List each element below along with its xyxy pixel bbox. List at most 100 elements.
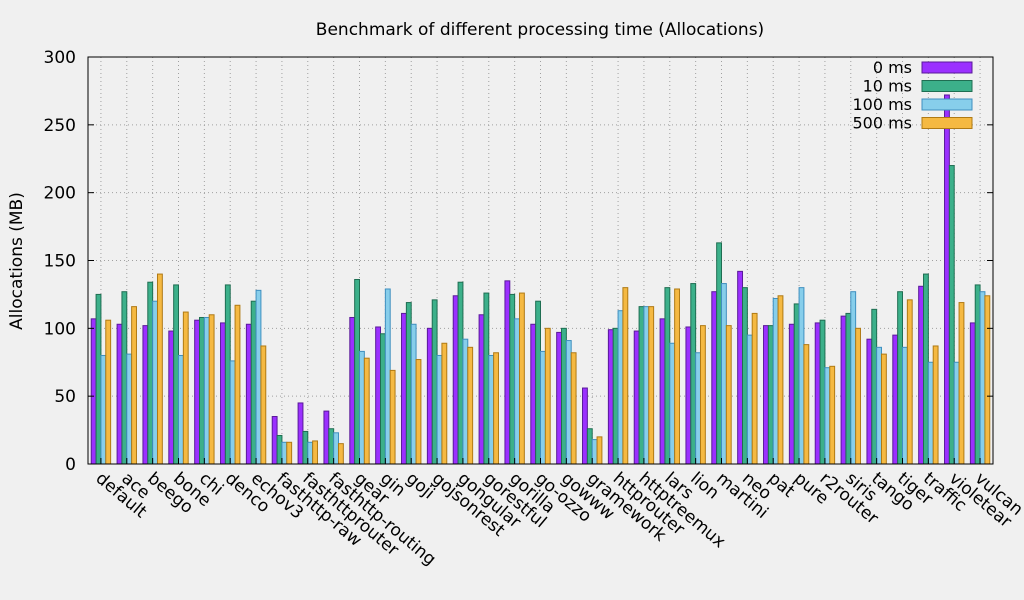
chart-title: Benchmark of different processing time (…: [316, 20, 764, 40]
bar: [737, 270, 744, 465]
bar: [199, 316, 205, 465]
y-tick-label: 250: [44, 116, 76, 136]
bar: [643, 306, 650, 465]
bar: [984, 295, 991, 465]
bar: [540, 350, 546, 465]
bar: [969, 322, 976, 465]
bar: [565, 340, 572, 465]
bar: [276, 435, 283, 465]
bar: [944, 94, 950, 465]
bar: [871, 308, 878, 465]
y-tick-label: 300: [44, 48, 76, 68]
bar: [328, 428, 335, 465]
bar: [220, 322, 226, 465]
bar: [923, 273, 929, 465]
bar: [685, 326, 692, 465]
bar: [617, 310, 624, 465]
bar: [918, 285, 925, 465]
bar: [518, 292, 525, 465]
bar: [772, 297, 779, 465]
bar: [974, 284, 981, 465]
bar: [876, 346, 882, 465]
bar: [906, 299, 913, 465]
legend-swatch: [921, 98, 973, 111]
legend-label: 100 ms: [852, 95, 912, 114]
bar: [979, 291, 986, 465]
bar: [530, 323, 537, 465]
bar: [457, 281, 464, 465]
bar: [401, 312, 407, 465]
y-tick-label: 0: [65, 455, 76, 475]
bar: [561, 327, 567, 465]
plot-border: [87, 56, 994, 465]
bar: [711, 291, 718, 465]
legend-label: 500 ms: [852, 114, 912, 133]
bar: [410, 323, 417, 465]
bar: [927, 361, 934, 465]
y-ticks: 0 50 100 150 200 250 300: [44, 48, 76, 475]
bar: [224, 284, 231, 465]
y-axis-label: Allocations (MB): [7, 192, 27, 330]
x-ticks: defaultacebeegobonechidencoechov3fasthtt…: [92, 469, 1024, 570]
bar: [556, 331, 563, 465]
legend-swatch: [921, 80, 973, 92]
bar: [436, 354, 443, 465]
bar: [121, 291, 128, 465]
bar: [504, 280, 511, 465]
bar: [695, 352, 701, 465]
bar: [260, 345, 267, 465]
bar: [168, 330, 175, 465]
legend-label: 0 ms: [873, 58, 912, 77]
bar: [591, 439, 598, 465]
bar: [953, 361, 960, 465]
bar: [535, 300, 542, 465]
bar: [725, 325, 732, 465]
bar: [570, 352, 577, 465]
bar: [544, 327, 551, 465]
bar: [892, 334, 899, 465]
bar: [452, 295, 459, 465]
bar: [824, 367, 831, 465]
bar: [156, 273, 163, 465]
bar: [234, 304, 241, 465]
bar: [483, 292, 490, 465]
bar: [178, 354, 184, 465]
bar: [788, 323, 795, 465]
bar: [514, 318, 520, 465]
bar: [286, 441, 293, 465]
y-tick-label: 50: [54, 387, 76, 407]
bar: [208, 314, 215, 465]
bar: [478, 314, 485, 465]
bar: [380, 333, 386, 465]
bar: [359, 350, 365, 465]
bar: [669, 342, 676, 465]
bar: [312, 440, 318, 465]
bar: [596, 436, 603, 465]
bar: [690, 283, 697, 465]
bar: [415, 359, 422, 465]
bar: [126, 353, 133, 465]
bar: [405, 302, 412, 465]
bar: [349, 316, 356, 465]
bar: [426, 327, 433, 465]
bar: [607, 329, 614, 465]
legend-swatch: [921, 117, 973, 129]
bar: [814, 322, 821, 465]
legend-label: 10 ms: [863, 77, 912, 96]
bar: [721, 283, 727, 465]
bar: [932, 345, 939, 465]
bar: [798, 287, 805, 465]
bar: [441, 342, 448, 465]
bar: [582, 387, 588, 465]
bar: [152, 300, 158, 465]
bar: [302, 430, 309, 465]
bar: [586, 428, 593, 465]
bar: [633, 330, 640, 465]
y-tick-label: 100: [44, 319, 76, 339]
bar: [375, 326, 382, 465]
bar: [255, 289, 262, 465]
bar: [431, 299, 438, 465]
bar: [467, 346, 474, 465]
bar: [751, 312, 758, 465]
